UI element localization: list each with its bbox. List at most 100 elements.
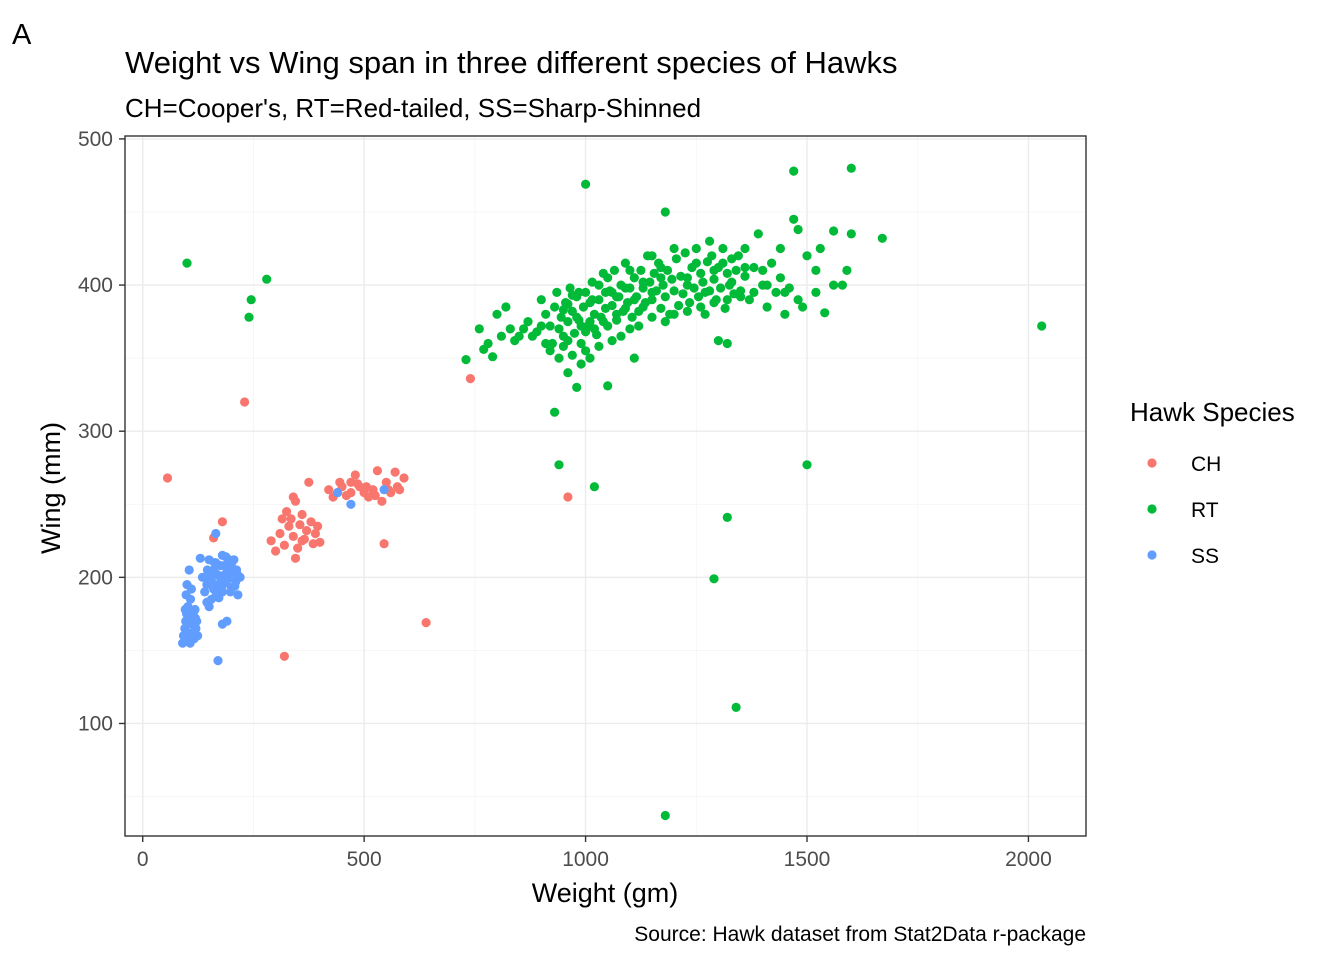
data-point [740,271,750,281]
data-point [587,295,597,305]
data-point [297,536,307,546]
data-point [603,273,613,283]
data-point [202,565,212,575]
data-point [492,309,502,319]
data-point [647,287,657,297]
data-point [846,163,856,173]
data-point [669,243,679,254]
data-point [379,539,389,549]
data-point [461,355,471,365]
data-point [240,397,250,407]
data-point [181,590,191,600]
data-point [709,574,719,584]
data-point [656,303,666,313]
data-point [290,553,301,563]
data-point [271,546,281,556]
data-point [658,280,668,290]
data-point [740,243,750,254]
data-point [545,321,555,331]
legend-label: CH [1191,453,1221,476]
data-point [667,274,677,284]
data-point [572,312,582,322]
data-point [707,251,717,261]
data-point [246,295,256,305]
y-tick-label: 400 [78,274,113,297]
data-point [479,344,489,354]
data-point [753,229,763,239]
data-point [793,224,803,235]
data-point [519,324,529,334]
data-point [275,528,285,539]
data-point [370,490,380,501]
plot-tag: A [12,19,32,51]
data-point [421,618,431,628]
data-point [609,265,620,275]
data-point [581,327,591,337]
data-point [233,590,243,600]
data-point [306,517,316,527]
data-point [574,287,584,297]
data-point [297,509,307,520]
data-point [315,537,325,547]
data-point [607,336,617,346]
data-point [722,338,732,349]
chart-subtitle: CH=Cooper's, RT=Red-tailed, SS=Sharp-Shi… [125,93,701,123]
y-tick-label: 500 [78,128,113,151]
data-point [837,280,848,290]
legend-item-CH: CH [1147,453,1221,476]
data-point [220,569,230,580]
data-point [190,613,200,623]
data-point [720,303,730,313]
data-point [209,558,220,568]
data-point [381,477,391,487]
data-point [625,265,635,275]
data-point [718,243,728,254]
data-point [563,492,573,502]
data-point [552,287,562,297]
x-tick-label: 1000 [562,848,609,871]
data-point [682,273,693,283]
data-point [607,300,617,311]
data-point [576,359,586,369]
data-point [585,353,595,363]
data-point [310,528,320,539]
series-CH [162,374,573,661]
data-point [279,651,289,661]
data-point [731,702,741,713]
data-point [762,280,772,290]
data-point [361,482,371,492]
data-point [636,265,646,275]
data-point [685,298,695,308]
data-point [638,302,648,312]
data-point [212,569,222,580]
data-point [565,283,575,293]
data-point [346,499,356,509]
data-point [598,317,608,327]
y-tick-label: 100 [78,712,113,735]
data-point [616,331,626,341]
data-point [576,338,586,349]
data-point [789,166,799,176]
data-point [554,460,564,470]
legend-key [1147,458,1157,468]
data-point [288,492,298,502]
legend-key [1147,550,1157,560]
data-point [589,324,600,334]
data-point [554,353,564,363]
data-point [465,374,475,384]
data-point [399,473,409,483]
series-RT [182,163,1047,821]
data-point [767,258,777,268]
data-point [282,507,292,517]
data-point [771,287,781,297]
data-point [293,543,303,553]
data-point [647,251,657,261]
data-point [709,265,719,275]
data-point [585,317,595,327]
data-point [204,602,214,612]
data-point [550,302,560,312]
data-point [802,460,812,470]
data-point [749,262,759,273]
data-point [527,331,538,341]
legend-title: Hawk Species [1130,397,1295,427]
